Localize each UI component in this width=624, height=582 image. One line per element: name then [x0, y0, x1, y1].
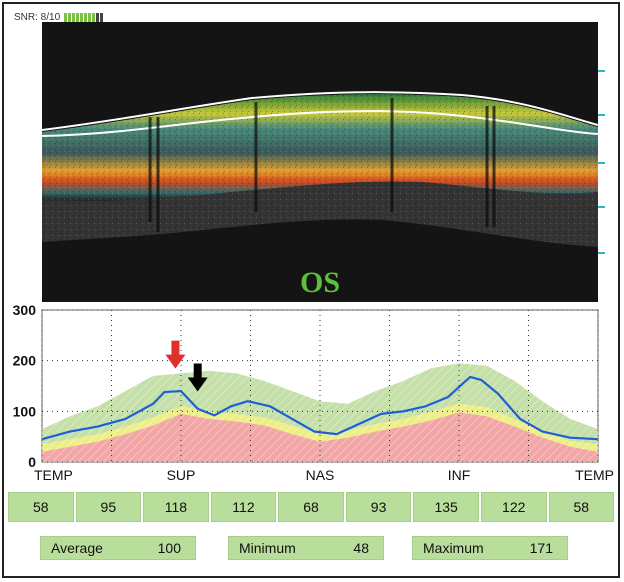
sector-value-8: 122: [480, 492, 547, 522]
x-tick-label: SUP: [167, 467, 196, 483]
average-value: 100: [157, 540, 181, 556]
snr-label: SNR: 8/10: [14, 12, 61, 23]
snr-segment: [64, 12, 68, 23]
oct-scan-graphic: [42, 91, 598, 247]
minimum-value: 48: [353, 540, 369, 556]
snr-segment: [76, 12, 80, 23]
sector-value-4: 112: [210, 492, 277, 522]
sector-value-3: 118: [143, 492, 209, 522]
sector-value-2: 95: [75, 492, 142, 522]
scan-ticks: [598, 22, 608, 302]
sector-value-6: 93: [345, 492, 412, 522]
maximum-value: 171: [529, 540, 553, 556]
y-tick-label: 200: [13, 353, 37, 369]
snr-segment: [68, 12, 72, 23]
snr-segment: [96, 12, 100, 23]
thickness-chart: 0 100 200 300 TEMP SUP NAS INF TEMP: [13, 302, 614, 483]
ilm-boundary: [42, 91, 598, 131]
minimum-label: Minimum: [239, 540, 296, 556]
snr-segment: [100, 12, 104, 23]
snr-segment: [84, 12, 88, 23]
x-tick-label: INF: [448, 467, 471, 483]
sector-value-7: 135: [413, 492, 479, 522]
rnfl-boundary: [42, 110, 598, 137]
oct-scan-image: OS: [42, 22, 598, 302]
sector-value-9: 58: [548, 492, 615, 522]
black-arrow-icon: [187, 363, 208, 392]
sector-value-1: 58: [8, 492, 74, 522]
minimum-stat: Minimum 48: [228, 536, 384, 560]
red-arrow-icon: [165, 340, 186, 369]
sector-value-5: 68: [278, 492, 344, 522]
maximum-label: Maximum: [423, 540, 484, 556]
y-tick-label: 100: [13, 403, 37, 419]
x-tick-label: NAS: [306, 467, 335, 483]
average-label: Average: [51, 540, 103, 556]
x-tick-label: TEMP: [34, 467, 73, 483]
thickness-line: [41, 375, 599, 441]
snr-segment: [92, 12, 96, 23]
x-tick-label: TEMP: [575, 467, 614, 483]
maximum-stat: Maximum 171: [412, 536, 568, 560]
snr-segment: [72, 12, 76, 23]
y-tick-label: 300: [13, 302, 37, 318]
band-hatch-outside-normal: [42, 412, 598, 462]
vessel-shadows: [148, 98, 496, 232]
snr-segment: [80, 12, 84, 23]
sector-values: 58 95 118 112 68 93 135 122 58: [8, 492, 615, 522]
snr-bar: [64, 12, 104, 23]
snr-indicator: SNR: 8/10: [14, 12, 104, 23]
y-tick-label: 0: [28, 454, 36, 470]
average-stat: Average 100: [40, 536, 196, 560]
snr-segment: [88, 12, 92, 23]
eye-label: OS: [299, 266, 341, 299]
